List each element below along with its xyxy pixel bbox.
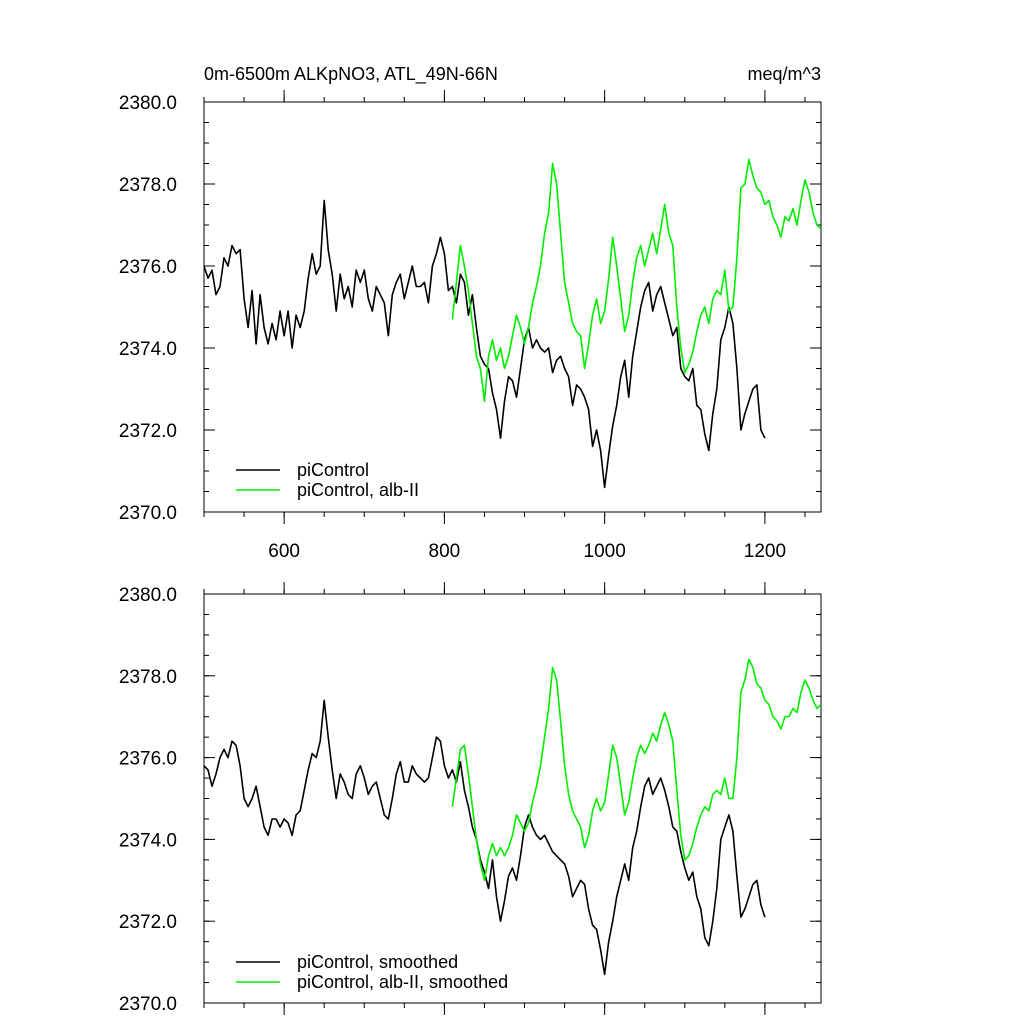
y-tick-label: 2376.0: [119, 749, 177, 770]
y-tick-label: 2374.0: [119, 339, 177, 360]
legend-label: piControl, smoothed: [297, 952, 458, 972]
series-line-alb-ii: [451, 658, 821, 882]
legend-label: piControl: [297, 460, 369, 480]
y-tick-label: 2380.0: [119, 585, 177, 606]
series-line-picontrol: [204, 699, 766, 976]
y-tick-label: 2380.0: [119, 93, 177, 114]
x-tick-label: 1000: [584, 541, 626, 562]
legend-label: piControl, alb-II: [297, 480, 419, 500]
x-tick-label: 1200: [744, 541, 786, 562]
y-tick-label: 2370.0: [119, 994, 177, 1015]
series-line-alb-ii: [451, 158, 821, 403]
series-line-picontrol: [204, 199, 766, 489]
x-tick-label: 600: [268, 541, 300, 562]
legend-label: piControl, alb-II, smoothed: [297, 972, 508, 992]
y-tick-label: 2370.0: [119, 503, 177, 524]
top-panel: 2370.0 2372.0 2374.0 2376.0 2378.0 2380.0 600 8…: [119, 90, 822, 562]
bottom-panel: 2370.0 2372.0 2374.0 2376.0 2378.0 2380.0 piCo…: [119, 582, 822, 1015]
x-tick-label: 800: [429, 541, 461, 562]
y-tick-label: 2372.0: [119, 912, 177, 933]
y-tick-label: 2374.0: [119, 830, 177, 851]
y-tick-label: 2378.0: [119, 667, 177, 688]
y-tick-label: 2378.0: [119, 175, 177, 196]
y-tick-label: 2372.0: [119, 421, 177, 442]
y-tick-label: 2376.0: [119, 257, 177, 278]
units-label: meq/m^3: [748, 64, 821, 84]
plot-title: 0m-6500m ALKpNO3, ATL_49N-66N: [204, 64, 498, 85]
